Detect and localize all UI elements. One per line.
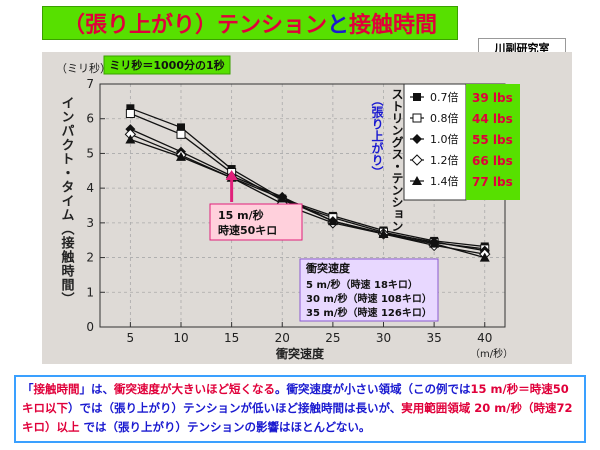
y-axis-label: インパクト・タイム（接触時間） (59, 96, 76, 306)
data-point-4 (327, 216, 338, 226)
note-box-bg (103, 55, 231, 75)
legend-label: 1.0倍 (430, 132, 459, 146)
x-tick-label: 10 (173, 331, 188, 345)
lbs-label: 77 lbs (472, 175, 513, 189)
series-line-0 (130, 107, 485, 248)
explanation-seg5: 。衝突速度が小さい領域（この例では (275, 382, 471, 396)
explanation-seg8: 実用範囲領域 20 m/秒（時速72キロ）以上 (22, 401, 573, 434)
speed-box-line: 30 m/秒（時速 108キロ） (306, 292, 432, 305)
data-point-4 (176, 151, 186, 161)
x-tick-label: 20 (275, 331, 290, 345)
x-tick-label: 5 (127, 331, 135, 345)
callout-box (209, 203, 303, 241)
explanation-seg4: 衝突速度が大きいほど短くなる (114, 382, 275, 396)
legend-label: 1.4倍 (430, 174, 459, 188)
lbs-label: 39 lbs (472, 91, 513, 105)
callout-arrow-head (225, 170, 238, 180)
plot-border (99, 83, 506, 328)
y-tick-label: 5 (86, 146, 94, 160)
explanation-seg3: 」は、 (79, 382, 115, 396)
legend-marker (412, 134, 422, 144)
y-tick-label: 6 (86, 112, 94, 126)
explanation-seg2: 接触時間 (33, 382, 80, 396)
legend-label: 0.7倍 (430, 90, 459, 104)
tension-sublabel: （張り上がり） (370, 94, 384, 178)
lbs-label: 44 lbs (472, 112, 513, 126)
explanation-seg6: 15 m/秒＝時速50キロ以下 (22, 382, 569, 415)
data-point-0 (126, 104, 135, 113)
explanation-seg1: 「 (22, 382, 34, 396)
data-point-4 (429, 238, 440, 248)
data-point-0 (177, 123, 185, 132)
legend-marker (411, 154, 423, 166)
speed-box-title: 衝突速度 (305, 261, 351, 275)
speed-box-line: 5 m/秒（時速 18キロ） (306, 278, 418, 291)
series-line-3 (130, 133, 485, 255)
x-tick-label: 25 (325, 331, 340, 345)
data-point-1 (176, 129, 186, 139)
x-axis-label: 衝突速度 (275, 346, 325, 361)
callout-line2: 時速50キロ (218, 223, 277, 237)
tension-label: ストリングス・テンション (390, 88, 404, 232)
y-axis-unit: （ミリ秒） (56, 61, 111, 75)
speed-box (299, 258, 439, 322)
y-tick-label: 1 (86, 285, 94, 299)
legend-label: 1.2倍 (430, 153, 459, 167)
series-line-2 (130, 128, 485, 252)
explanation-seg7: ）では（張り上がり）テンションが低いほど接触時間は長いが、 (68, 401, 402, 415)
y-tick-label: 0 (86, 320, 94, 334)
y-tick-label: 7 (86, 77, 94, 91)
callout-line1: 15 m/秒 (218, 208, 264, 222)
lbs-label: 66 lbs (472, 154, 513, 168)
legend-marker (412, 113, 422, 123)
data-point-4 (277, 193, 288, 203)
speed-box-line: 35 m/秒（時速 126キロ） (306, 306, 432, 319)
explanation-box: 「接触時間」は、衝突速度が大きいほど短くなる。衝突速度が小さい領域（この例では1… (14, 375, 586, 443)
legend-marker (412, 176, 422, 185)
legend-marker (413, 93, 421, 101)
x-tick-label: 35 (426, 331, 441, 345)
x-tick-label: 15 (224, 331, 239, 345)
title-banner: （張り上がり）テンションと接触時間 (42, 6, 458, 40)
explanation-seg9: では（張り上がり）テンションの影響はほとんどない。 (79, 420, 371, 434)
x-tick-label: 30 (376, 331, 391, 345)
title-text: （張り上がり）テンションと接触時間 (62, 13, 438, 38)
series-line-4 (130, 138, 485, 259)
y-tick-label: 3 (86, 216, 94, 230)
x-axis-unit: （m/秒） (470, 347, 513, 360)
x-tick-label: 40 (477, 331, 492, 345)
lbs-label: 55 lbs (472, 133, 513, 147)
data-point-4 (378, 228, 389, 238)
data-point-1 (125, 109, 135, 119)
legend-label: 0.8倍 (430, 111, 459, 125)
y-tick-label: 2 (86, 251, 94, 265)
note-box-text: ミリ秒＝1000分の1秒 (109, 58, 224, 72)
data-point-4 (479, 252, 490, 262)
y-tick-label: 4 (86, 181, 94, 195)
data-point-4 (125, 134, 136, 144)
lbs-box (466, 84, 520, 200)
